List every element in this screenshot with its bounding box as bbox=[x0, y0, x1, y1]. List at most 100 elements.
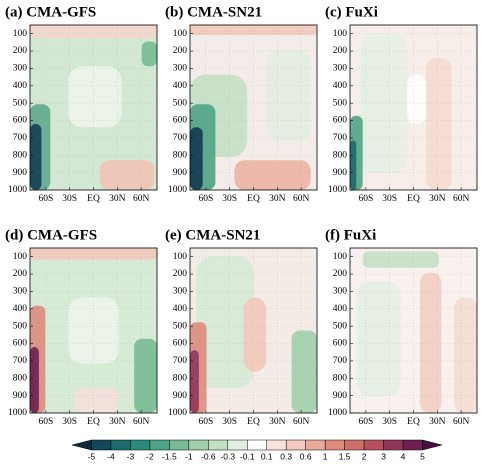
field-blob bbox=[426, 58, 452, 190]
colorbar-swatch bbox=[169, 439, 190, 451]
colorbar-label: -1.5 bbox=[162, 451, 177, 461]
y-tick-label: 200 bbox=[13, 269, 28, 279]
x-tick-label: 30N bbox=[429, 417, 446, 427]
y-tick-label: 700 bbox=[13, 133, 28, 143]
x-tick-label: 60S bbox=[358, 194, 373, 204]
y-tick-label: 900 bbox=[173, 391, 188, 401]
y-tick-label: 800 bbox=[333, 150, 348, 160]
x-tick-label: 30S bbox=[222, 417, 237, 427]
colorbar-label: -0.6 bbox=[201, 451, 216, 461]
y-tick-label: 1000 bbox=[8, 185, 27, 195]
y-tick-label: 500 bbox=[333, 98, 348, 108]
y-tick-label: 200 bbox=[173, 269, 188, 279]
y-tick-label: 500 bbox=[13, 321, 28, 331]
x-tick-label: 60S bbox=[358, 417, 373, 427]
x-tick-label: 30S bbox=[62, 417, 77, 427]
y-tick-label: 300 bbox=[173, 287, 188, 297]
x-tick-label: EQ bbox=[407, 417, 420, 427]
y-tick-label: 600 bbox=[13, 339, 28, 349]
field-blob bbox=[407, 74, 427, 124]
colorbar-swatch bbox=[149, 439, 170, 451]
y-tick-label: 800 bbox=[13, 150, 28, 160]
field-blob bbox=[356, 281, 401, 397]
field-blob bbox=[360, 33, 408, 174]
plot-frame bbox=[29, 24, 158, 191]
field-blob bbox=[419, 272, 442, 413]
y-tick-label: 800 bbox=[173, 373, 188, 383]
colorbar-swatch bbox=[344, 439, 365, 451]
y-tick-label: 700 bbox=[173, 133, 188, 143]
plot-frame bbox=[349, 247, 478, 414]
y-tick-label: 200 bbox=[173, 46, 188, 56]
x-tick-label: 30S bbox=[382, 417, 397, 427]
panel-title: (f) FuXi bbox=[325, 227, 376, 243]
colorbar-swatch bbox=[188, 439, 209, 451]
y-tick-label: 400 bbox=[173, 81, 188, 91]
x-tick-label: 60N bbox=[133, 417, 150, 427]
x-tick-label: 60N bbox=[293, 417, 310, 427]
colorbar-swatch bbox=[285, 439, 306, 451]
y-tick-label: 100 bbox=[173, 252, 188, 262]
y-tick-label: 100 bbox=[333, 252, 348, 262]
colorbar-label: 0.6 bbox=[300, 451, 312, 461]
y-tick-label: 300 bbox=[13, 287, 28, 297]
y-tick-label: 400 bbox=[13, 81, 28, 91]
x-tick-label: EQ bbox=[87, 194, 100, 204]
y-tick-label: 500 bbox=[173, 98, 188, 108]
x-tick-label: 60N bbox=[453, 194, 470, 204]
y-tick-label: 600 bbox=[13, 116, 28, 126]
plot-frame bbox=[189, 24, 318, 191]
y-tick-label: 500 bbox=[173, 321, 188, 331]
colorbar-label: 0.3 bbox=[280, 451, 292, 461]
x-tick-label: 30N bbox=[429, 194, 446, 204]
colorbar-swatch bbox=[91, 439, 112, 451]
colorbar-swatch bbox=[130, 439, 151, 451]
colorbar-label: 5 bbox=[420, 451, 425, 461]
y-tick-label: 300 bbox=[173, 64, 188, 74]
y-tick-label: 900 bbox=[13, 391, 28, 401]
colorbar-swatch bbox=[71, 439, 92, 451]
panel-title: (e) CMA-SN21 bbox=[165, 227, 260, 243]
field-blob bbox=[190, 25, 317, 35]
panel-title: (b) CMA-SN21 bbox=[165, 4, 262, 20]
colorbar-swatch bbox=[208, 439, 229, 451]
colorbar-label: -2 bbox=[146, 451, 154, 461]
field-blob bbox=[196, 256, 254, 389]
field-blob bbox=[190, 127, 203, 190]
plot-frame bbox=[29, 247, 158, 414]
field-blob bbox=[243, 297, 267, 372]
y-tick-label: 300 bbox=[333, 64, 348, 74]
colorbar-swatch bbox=[363, 439, 384, 451]
y-tick-label: 700 bbox=[333, 133, 348, 143]
y-tick-label: 700 bbox=[333, 356, 348, 366]
x-tick-label: 60S bbox=[38, 417, 53, 427]
x-tick-label: 60N bbox=[453, 417, 470, 427]
contour-field bbox=[190, 248, 317, 413]
panel-title: (c) FuXi bbox=[325, 4, 378, 20]
x-tick-label: EQ bbox=[247, 194, 260, 204]
field-blob bbox=[68, 66, 122, 128]
colorbar-label: 2 bbox=[362, 451, 367, 461]
x-tick-label: 30N bbox=[109, 417, 126, 427]
field-blob bbox=[30, 347, 39, 413]
field-blob bbox=[99, 160, 155, 190]
y-tick-label: 900 bbox=[173, 168, 188, 178]
y-tick-label: 600 bbox=[333, 116, 348, 126]
plot-frame bbox=[349, 24, 478, 191]
y-tick-label: 1000 bbox=[168, 185, 187, 195]
y-tick-label: 400 bbox=[333, 304, 348, 314]
y-tick-label: 100 bbox=[333, 29, 348, 39]
field-blob bbox=[234, 160, 311, 190]
y-tick-label: 700 bbox=[13, 356, 28, 366]
y-tick-label: 1000 bbox=[328, 185, 347, 195]
field-blob bbox=[30, 124, 42, 190]
x-tick-label: EQ bbox=[247, 417, 260, 427]
field-blob bbox=[362, 251, 439, 268]
field bbox=[350, 248, 477, 413]
field-blob bbox=[291, 330, 317, 413]
y-tick-label: 400 bbox=[13, 304, 28, 314]
x-tick-label: 30N bbox=[269, 194, 286, 204]
y-tick-label: 600 bbox=[173, 339, 188, 349]
field-blob bbox=[134, 338, 157, 413]
colorbar-label: 1.5 bbox=[339, 451, 351, 461]
